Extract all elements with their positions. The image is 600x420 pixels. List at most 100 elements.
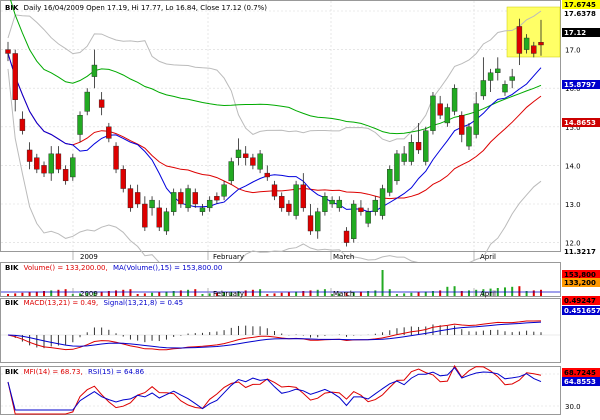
candle-body	[85, 92, 90, 111]
badge-text: 68.7245	[564, 369, 596, 377]
volume-bar	[288, 292, 290, 296]
volume-bar	[115, 290, 117, 296]
value-badge: 17.12	[562, 28, 600, 37]
candle-body	[157, 208, 162, 227]
candle-body	[207, 200, 212, 208]
volume-bar	[144, 293, 146, 296]
volume-bar	[158, 292, 160, 296]
volume-bar	[151, 293, 153, 296]
volume-bar	[454, 286, 456, 296]
value-badge: 15.8797	[562, 80, 600, 89]
candle-body	[459, 115, 464, 134]
volume-bar	[57, 290, 59, 296]
candle-body	[409, 142, 414, 161]
value-badge: 0.451657	[562, 306, 600, 315]
candle-body	[301, 185, 306, 208]
candle-body	[488, 73, 493, 81]
month-label: March	[333, 290, 354, 298]
value-badge: 133,200	[562, 278, 600, 287]
volume-bar	[511, 287, 513, 296]
volume-bar	[259, 289, 261, 296]
candle-body	[42, 165, 47, 173]
candle-body	[13, 53, 18, 99]
candle-body	[258, 154, 263, 169]
candle-body	[272, 185, 277, 197]
chart-header: BIK Daily 16/04/2009 Open 17.19, Hi 17.7…	[5, 4, 267, 12]
badge-text: 11.3217	[564, 248, 596, 256]
volume-bar	[7, 294, 9, 296]
candle-body	[121, 169, 126, 188]
candle-body	[438, 104, 443, 116]
mfi-tick-label: 30.0	[565, 403, 581, 411]
candle-body	[524, 38, 529, 50]
value-badge: 64.8553	[562, 377, 600, 386]
month-label: February	[213, 253, 244, 261]
value-badge: 68.7245	[562, 368, 600, 377]
candle-body	[128, 189, 133, 208]
badge-text: 14.8653	[564, 119, 596, 127]
candle-body	[92, 65, 97, 77]
candle-body	[394, 154, 399, 181]
candle-body	[286, 204, 291, 212]
macd-legend: BIK MACD(13,21) = 0.49, Signal(13,21,8) …	[5, 299, 183, 307]
badge-text: 0.451657	[564, 307, 600, 315]
volume-bar	[122, 290, 124, 296]
candle-body	[135, 192, 140, 204]
volume-bar	[374, 290, 376, 296]
candle-body	[315, 212, 320, 231]
volume-bar	[14, 293, 16, 296]
candle-body	[70, 158, 75, 177]
volume-bar	[180, 290, 182, 296]
volume-bar	[410, 293, 412, 296]
candle-body	[445, 108, 450, 123]
candle-body	[308, 216, 313, 231]
candle-body	[495, 69, 500, 73]
value-badge: 14.8653	[562, 118, 600, 127]
volume-bar	[317, 290, 319, 296]
mfi-legend: BIK MFI(14) = 68.73, RSI(15) = 64.86	[5, 368, 145, 376]
candle-body	[229, 162, 234, 181]
volume-bar	[396, 294, 398, 296]
candle-body	[517, 26, 522, 53]
candle-body	[49, 154, 54, 173]
candle-body	[142, 204, 147, 227]
macd-panel: BIK MACD(13,21) = 0.49, Signal(13,21,8) …	[1, 296, 600, 363]
candle-body	[322, 196, 327, 211]
candle-body	[34, 158, 39, 170]
candle-body	[423, 131, 428, 162]
badge-text: 17.6378	[564, 10, 596, 18]
volume-bar	[201, 294, 203, 296]
volume-bar	[266, 294, 268, 296]
candle-body	[510, 77, 515, 81]
candle-body	[373, 200, 378, 212]
candle-body	[56, 154, 61, 169]
value-badge: 153,800	[562, 270, 600, 279]
badge-text: 15.8797	[564, 81, 596, 89]
candle-body	[279, 196, 284, 208]
volume-bar	[137, 294, 139, 296]
candle-body	[236, 150, 241, 158]
candle-body	[466, 127, 471, 146]
month-label: April	[480, 290, 496, 298]
price-tick-label: 17.0	[565, 47, 581, 55]
price-tick-label: 13.0	[565, 201, 581, 209]
volume-bar	[540, 290, 542, 296]
volume-bar	[194, 289, 196, 296]
volume-bar	[439, 290, 441, 296]
candle-body	[20, 119, 25, 131]
candle-body	[351, 204, 356, 239]
candle-body	[178, 192, 183, 204]
candle-body	[193, 192, 198, 204]
value-badge: 0.49247	[562, 296, 600, 305]
candle-body	[366, 212, 371, 224]
candle-body	[481, 80, 486, 95]
price-panel: BIK Daily 16/04/2009 Open 17.19, Hi 17.7…	[1, 0, 600, 285]
volume-bar	[533, 290, 535, 296]
candle-body	[430, 96, 435, 131]
candle-body	[250, 158, 255, 166]
candle-body	[106, 127, 111, 139]
candle-body	[6, 50, 11, 54]
volume-bar	[252, 290, 254, 296]
candle-body	[474, 104, 479, 135]
